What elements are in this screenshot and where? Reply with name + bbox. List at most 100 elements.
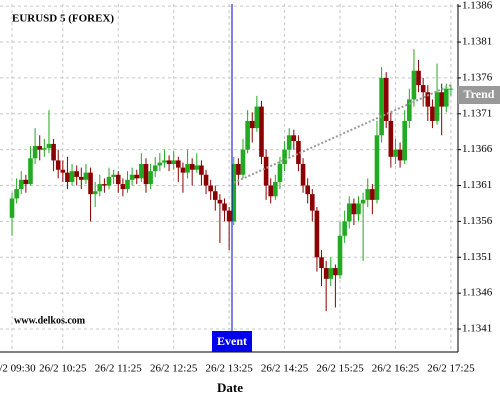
x-tick-label: 26/2 16:25 [372,363,420,375]
candle-body [420,85,426,93]
candle-body [60,169,66,173]
candle-body [273,181,278,197]
candle-body [240,149,246,175]
candle-body [383,77,389,121]
candle-body [430,106,435,121]
candle-body [115,174,121,185]
candle-body [407,99,412,121]
y-tick-label: 1.1361 [462,179,492,191]
candle-body [51,143,56,161]
candle-body [37,146,43,150]
candle-body [319,257,324,269]
candle-body [291,135,297,142]
y-tick-label: 1.1341 [462,323,492,335]
candle-body [9,198,15,218]
candle-body [157,162,163,166]
candle-body [305,185,310,195]
candle-body [268,185,274,197]
candle-body [69,171,75,182]
candle-body [28,158,33,185]
candle-body [102,184,107,186]
candle-body [148,171,153,185]
candle-body [23,179,29,185]
candle-body [208,185,213,192]
candle-body [360,199,366,204]
event-box [212,331,252,352]
candle-body [411,70,417,100]
candle-body [217,199,223,204]
candle-body [314,210,320,258]
candle-body [300,164,306,186]
candle-body [402,120,407,161]
candle-body [416,70,421,86]
y-tick-label: 1.1346 [462,287,493,299]
candle-body [143,164,149,185]
candle-body [42,148,47,150]
candle-body [83,172,89,180]
candle-body [65,172,70,182]
candle-body [337,235,343,276]
candle-body [286,135,292,150]
candle-body [277,164,283,182]
candle-body [129,174,135,180]
candle-body [212,191,218,200]
x-tick-label: 26/2 13:25 [205,363,253,375]
candle-body [185,164,190,173]
x-tick-label: 26/2 11:25 [95,363,142,375]
y-tick-label: 1.1366 [462,143,493,155]
candle-body [180,167,186,173]
trend-box [458,86,500,104]
candle-body [106,176,112,186]
candle-body [18,179,24,190]
x-tick-label: 26/2 09:30 [0,363,36,375]
candle-body [134,174,140,179]
candle-body [79,176,84,180]
candle-body [434,92,440,121]
candle-body [333,268,338,276]
candle-body [393,149,398,157]
candle-body [328,268,334,279]
candle-body [351,203,357,215]
x-tick-label: 26/2 14:25 [261,363,309,375]
candle-body [356,203,361,215]
candle-body [397,149,403,161]
candle-body [171,160,176,165]
candle-body [249,120,255,129]
candle-body [139,164,144,179]
x-tick-label: 26/2 12:25 [150,363,198,375]
candle-body [55,160,61,170]
x-axis-label: Date [217,380,243,395]
candle-body [448,88,454,90]
candle-body [323,268,329,279]
candle-body [296,141,301,165]
candle-body [370,189,375,200]
y-tick-label: 1.1371 [462,107,492,119]
y-tick-label: 1.1386 [462,0,493,12]
candle-body [97,184,103,192]
y-tick-label: 1.1356 [462,215,493,227]
candle-body [443,88,449,107]
candle-body [346,203,352,222]
candle-body [310,194,315,211]
candle-body [365,189,371,200]
candle-body [120,184,126,190]
candle-body [203,174,209,186]
x-tick-label: 26/2 17:25 [427,363,475,375]
candle-body [342,221,347,236]
candle-body [374,135,380,200]
candle-body [176,160,181,168]
candle-body [226,210,232,222]
candle-body [222,203,227,211]
candle-body [231,164,237,222]
x-tick-label: 26/2 15:25 [316,363,364,375]
y-tick-label: 1.1351 [462,251,492,263]
y-tick-label: 1.1376 [462,71,493,83]
candle-body [125,179,130,190]
candle-body [14,189,19,199]
candle-body [388,120,394,157]
candle-body [189,164,195,170]
candle-body [236,164,241,175]
candle-body [439,92,444,107]
candle-body [92,191,98,195]
